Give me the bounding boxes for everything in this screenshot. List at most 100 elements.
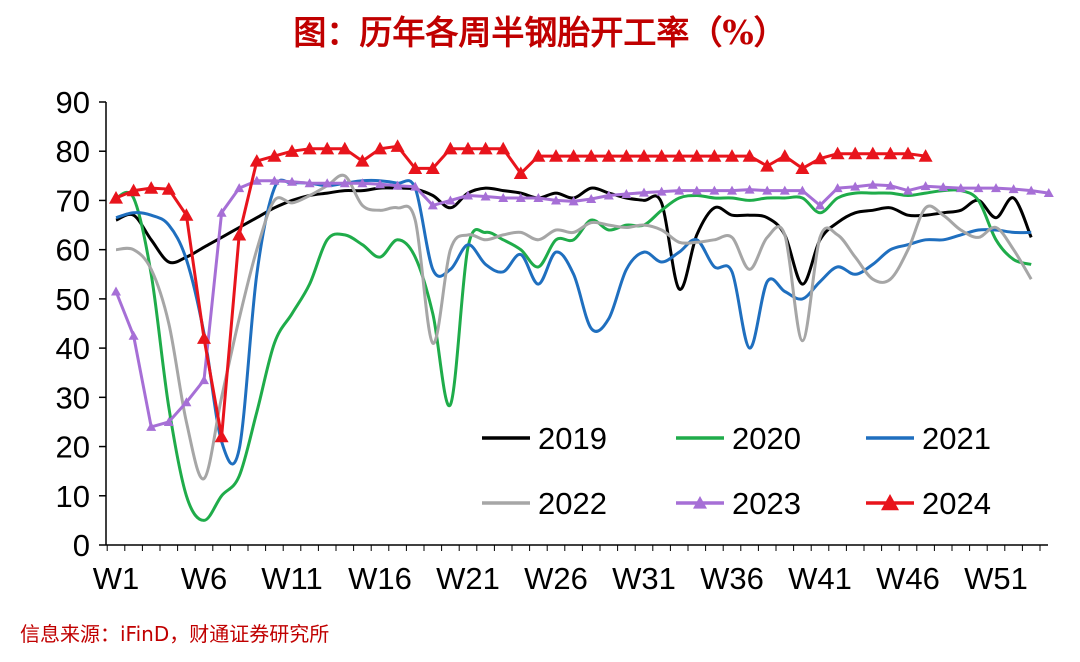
series-2022 — [115, 173, 1033, 481]
data-point-2024 — [813, 151, 827, 165]
data-point-2023 — [199, 375, 209, 385]
series-line-2021 — [115, 178, 1032, 466]
data-point-2024 — [918, 149, 933, 162]
y-tick-label: 60 — [56, 233, 90, 268]
series-2024 — [109, 139, 933, 443]
data-point-2023 — [691, 185, 702, 195]
data-point-2024 — [126, 183, 141, 197]
x-tick-label: W6 — [181, 561, 228, 596]
y-tick-label: 90 — [56, 85, 90, 120]
data-point-2023 — [463, 190, 473, 200]
legend-label: 2023 — [732, 486, 801, 521]
legend-item-2024: 2024 — [866, 486, 991, 521]
data-point-2024 — [848, 146, 863, 160]
x-tick-label: W1 — [93, 561, 140, 596]
x-tick-label: W11 — [261, 561, 322, 596]
data-point-2023 — [709, 185, 720, 195]
data-point-2024 — [725, 149, 739, 162]
data-point-2023 — [568, 196, 579, 206]
data-point-2023 — [498, 192, 509, 202]
legend-marker — [881, 494, 899, 511]
data-point-2023 — [304, 178, 315, 188]
y-tick-label: 20 — [56, 430, 90, 465]
data-point-2023 — [322, 178, 333, 188]
source-note: 信息来源：iFinD，财通证券研究所 — [20, 622, 329, 646]
data-point-2023 — [832, 183, 843, 193]
y-tick-label: 80 — [56, 134, 90, 169]
data-point-2024 — [496, 141, 511, 155]
data-point-2023 — [515, 192, 526, 202]
data-point-2024 — [566, 149, 581, 162]
legend-item-2023: 2023 — [676, 486, 801, 521]
data-point-2023 — [639, 187, 649, 197]
y-tick-label: 50 — [56, 282, 90, 317]
data-point-2023 — [128, 330, 139, 340]
legend-label: 2021 — [922, 421, 991, 456]
data-point-2023 — [357, 178, 368, 188]
series-line-2022 — [115, 173, 1033, 481]
data-point-2024 — [320, 141, 335, 155]
data-point-2023 — [1008, 184, 1019, 194]
x-tick-label: W46 — [876, 561, 940, 596]
data-point-2023 — [163, 416, 174, 426]
data-point-2023 — [779, 185, 790, 195]
x-tick-label: W36 — [700, 561, 764, 596]
series-2020 — [115, 188, 1032, 522]
data-point-2023 — [234, 183, 245, 193]
data-point-2023 — [727, 185, 737, 195]
data-point-2023 — [427, 200, 438, 210]
data-point-2024 — [355, 154, 370, 167]
data-point-2023 — [674, 185, 685, 195]
data-point-2023 — [867, 179, 878, 189]
legend-label: 2022 — [538, 486, 607, 521]
data-point-2024 — [637, 149, 651, 162]
data-point-2023 — [621, 189, 632, 199]
data-point-2024 — [865, 146, 880, 160]
data-point-2023 — [392, 180, 403, 190]
data-point-2023 — [339, 178, 350, 188]
y-tick-label: 70 — [56, 183, 90, 218]
x-tick-label: W26 — [524, 561, 588, 596]
y-tick-label: 40 — [56, 331, 90, 366]
data-point-2024 — [513, 166, 528, 179]
legend-item-2019: 2019 — [482, 421, 607, 456]
x-tick-label: W31 — [612, 561, 676, 596]
legend-label: 2020 — [732, 421, 801, 456]
chart-title: 图：历年各周半钢胎开工率（%） — [293, 13, 786, 52]
data-point-2023 — [533, 192, 544, 202]
data-point-2024 — [197, 331, 211, 344]
data-point-2023 — [480, 191, 491, 201]
legend: 2019 2020 2021 2022 2023 2024 — [482, 421, 991, 521]
series-line-2020 — [115, 188, 1032, 522]
data-point-2023 — [850, 181, 861, 191]
data-point-2023 — [216, 207, 227, 217]
data-point-2024 — [179, 208, 194, 221]
y-tick-label: 10 — [56, 479, 90, 514]
data-point-2023 — [815, 200, 825, 210]
data-point-2023 — [551, 195, 561, 205]
legend-item-2020: 2020 — [676, 421, 801, 456]
data-point-2024 — [478, 141, 493, 155]
data-point-2024 — [883, 146, 898, 160]
data-point-2024 — [267, 149, 282, 162]
data-point-2024 — [830, 146, 845, 160]
series-2023 — [111, 175, 1054, 431]
series-2021 — [115, 178, 1032, 466]
data-point-2023 — [920, 181, 931, 191]
data-point-2024 — [214, 429, 229, 443]
data-point-2024 — [461, 141, 475, 155]
data-point-2023 — [973, 183, 984, 193]
data-point-2023 — [656, 186, 667, 196]
data-point-2023 — [744, 184, 755, 194]
data-point-2024 — [285, 144, 299, 157]
legend-label: 2019 — [538, 421, 607, 456]
data-point-2023 — [938, 182, 949, 192]
data-point-2024 — [584, 149, 599, 162]
legend-item-2022: 2022 — [482, 486, 607, 521]
data-point-2024 — [390, 139, 405, 152]
data-point-2023 — [251, 175, 262, 185]
data-point-2024 — [443, 141, 458, 155]
data-point-2023 — [955, 183, 966, 193]
data-point-2024 — [109, 190, 123, 204]
